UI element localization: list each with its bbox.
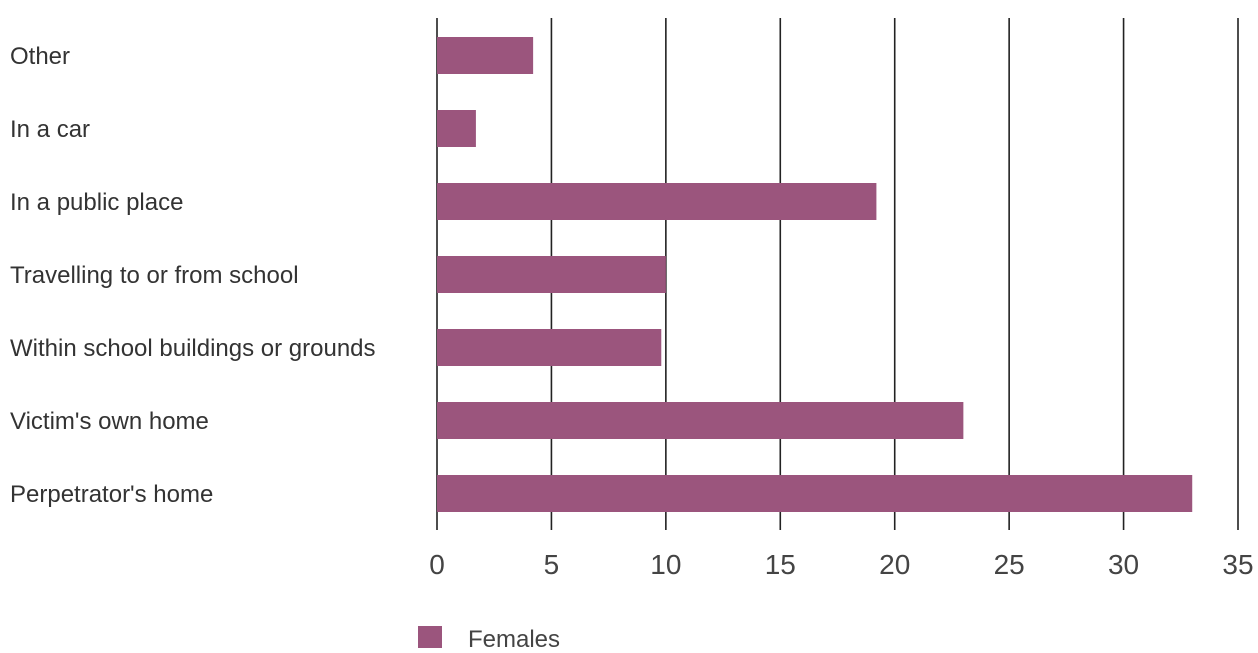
category-labels: Other In a car In a public place Travelling… xyxy=(10,43,376,508)
x-tick-label: 5 xyxy=(544,549,560,580)
category-label: Other xyxy=(10,43,70,70)
bar-in-a-public-place xyxy=(437,183,877,220)
bar-travelling-to-or-from-school xyxy=(437,256,666,293)
bar-victim-s-own-home xyxy=(437,402,964,439)
bar-within-school-buildings-or-grounds xyxy=(437,329,662,366)
x-tick-label: 15 xyxy=(765,549,796,580)
bars xyxy=(437,37,1193,512)
category-label: In a public place xyxy=(10,189,183,216)
x-tick-label: 30 xyxy=(1108,549,1139,580)
category-label: Victim's own home xyxy=(10,408,209,435)
category-label: Perpetrator's home xyxy=(10,481,213,508)
x-tick-label: 20 xyxy=(879,549,910,580)
category-label: Travelling to or from school xyxy=(10,262,299,289)
x-tick-label: 35 xyxy=(1222,549,1253,580)
category-label: Within school buildings or grounds xyxy=(10,335,376,362)
x-tick-label: 25 xyxy=(994,549,1025,580)
legend: Females xyxy=(418,626,560,653)
category-label: In a car xyxy=(10,116,90,143)
x-tick-labels: 0 5 10 15 20 25 30 35 xyxy=(429,549,1253,580)
legend-label-females: Females xyxy=(468,626,560,648)
bar-other xyxy=(437,37,534,74)
bar-in-a-car xyxy=(437,110,476,147)
x-tick-label: 10 xyxy=(650,549,681,580)
legend-swatch-females xyxy=(418,626,442,648)
bar-perpetrator-s-home xyxy=(437,475,1193,512)
x-tick-label: 0 xyxy=(429,549,445,580)
